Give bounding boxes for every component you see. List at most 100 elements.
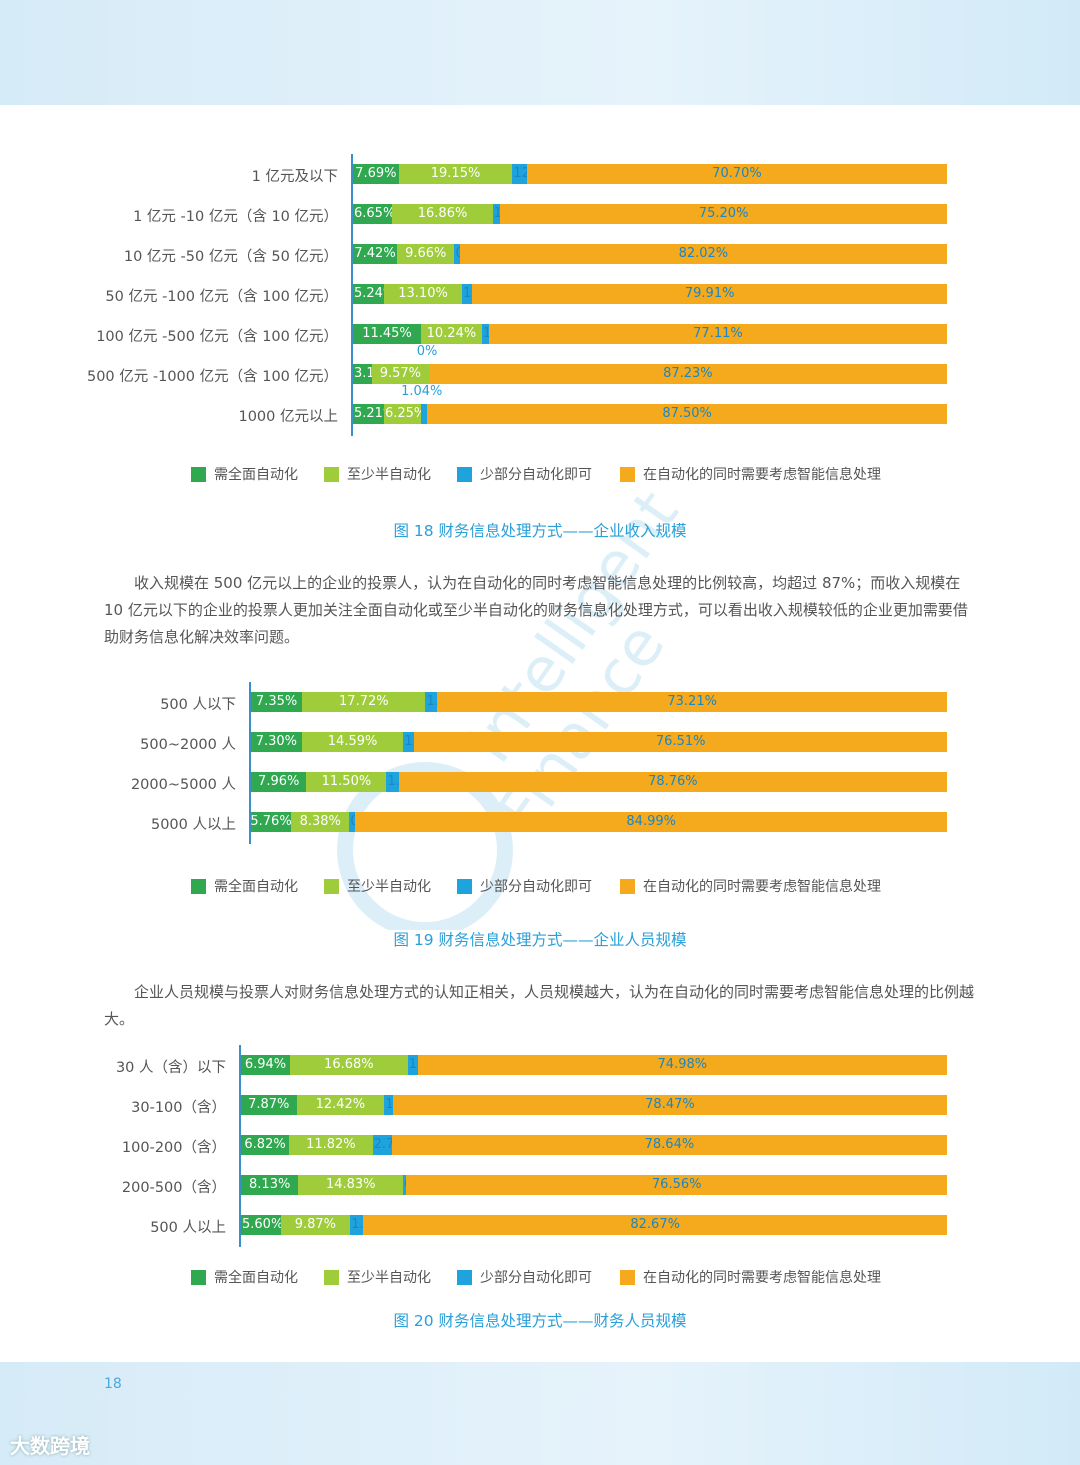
data-label: 7.35% — [255, 694, 298, 709]
category-label: 500~2000 人 — [140, 737, 236, 753]
data-label: 16.68% — [324, 1057, 374, 1072]
bar-segment: 1.75% — [461, 284, 504, 304]
chart-axis-line — [239, 1045, 241, 1247]
bar-segment: 76.56% — [406, 1175, 947, 1195]
bar-segment: 3.19% — [353, 364, 395, 384]
bar-segment: 73.21% — [437, 692, 947, 712]
legend-item-partial-automation: 少部分自动化即可 — [457, 876, 592, 896]
legend-item-semi-automation: 至少半自动化 — [324, 876, 431, 896]
page-number: 18 — [104, 1376, 122, 1392]
stacked-bar: 7.87% 12.42% 1.24% 78.47% — [241, 1095, 947, 1115]
bar-segment: 87.50% — [427, 404, 947, 424]
stacked-bar: 8.13%14.83%0.48%76.56% — [241, 1175, 947, 1195]
data-label: 7.87% — [248, 1097, 290, 1112]
data-label: 12.42% — [315, 1097, 366, 1112]
bar-segment: 2.73% — [372, 1135, 415, 1155]
legend-item-partial-automation: 少部分自动化即可 — [457, 1267, 592, 1287]
bar-segment: 9.87% — [280, 1215, 351, 1235]
legend-label: 少部分自动化即可 — [480, 879, 592, 895]
legend-label: 在自动化的同时需要考虑智能信息处理 — [643, 1270, 881, 1286]
swatch-partial — [457, 878, 472, 894]
stacked-bar: 7.30% 14.59% 1.60% 76.51% — [251, 732, 947, 752]
swatch-smart — [620, 1269, 635, 1285]
stacked-bar: 5.21% 6.25% 1.04% 87.50% — [353, 384, 947, 424]
legend-label: 至少半自动化 — [347, 1270, 431, 1286]
legend-fig18: 需全面自动化 至少半自动化 少部分自动化即可 在自动化的同时需要考虑智能信息处理 — [191, 464, 911, 483]
bar-segment: 14.83% — [298, 1175, 404, 1195]
data-label: 11.50% — [321, 774, 372, 789]
data-label: 8.13% — [249, 1177, 291, 1192]
category-label: 1 亿元 -10 亿元（含 10 亿元） — [133, 209, 338, 225]
bar-segment: 16.86% — [392, 204, 493, 224]
data-label: 9.66% — [405, 246, 447, 261]
legend-label: 需全面自动化 — [214, 879, 298, 895]
data-label: 87.23% — [663, 366, 713, 381]
stacked-bar: 6.82% 11.82% 2.73% 78.64% — [241, 1135, 947, 1155]
stacked-bar: 5.76%8.38%0.87%84.99% — [250, 812, 947, 832]
figure-caption-19: 图 19 财务信息处理方式——企业人员规模 — [393, 931, 687, 949]
figure-caption-20: 图 20 财务信息处理方式——财务人员规模 — [393, 1312, 687, 1330]
bar-segment: 1.30% — [492, 204, 535, 224]
data-label: 87.50% — [662, 406, 712, 421]
swatch-full — [191, 1269, 206, 1285]
data-label: 6.82% — [244, 1137, 286, 1152]
bar-segment: 1.87% — [350, 1215, 393, 1235]
data-label: 8.38% — [299, 814, 341, 829]
bar-segment: 1.20% — [481, 324, 524, 344]
bar-segment: 78.47% — [392, 1095, 947, 1115]
data-label: 13.10% — [398, 286, 448, 301]
legend-label: 需全面自动化 — [214, 467, 298, 483]
swatch-semi — [324, 878, 339, 894]
bar-segment: 8.38% — [291, 812, 350, 832]
data-label: 9.57% — [379, 366, 422, 381]
data-label: 11.82% — [306, 1137, 356, 1152]
bar-segment: 74.98% — [417, 1055, 947, 1075]
bar-segment: 7.69% — [353, 164, 399, 184]
stacked-bar: 7.42%9.66%0.90%82.02% — [353, 244, 947, 264]
stacked-bar: 6.65% 16.86% 1.30% 75.20% — [353, 204, 947, 224]
legend-label: 至少半自动化 — [347, 879, 431, 895]
bar-segment: 7.87% — [241, 1095, 297, 1115]
stacked-bar: 7.96% 11.50% 1.77% 78.76% — [251, 772, 947, 792]
legend-label: 少部分自动化即可 — [480, 467, 592, 483]
bar-segment: 8.13% — [241, 1175, 299, 1195]
bar-segment: 14.59% — [301, 732, 404, 752]
stacked-bar: 6.94% 16.68% 1.41% 74.98% — [241, 1055, 947, 1075]
swatch-smart — [620, 878, 635, 894]
swatch-full — [191, 466, 206, 482]
bar-segment: 6.65% — [353, 204, 395, 224]
bar-segment: 17.72% — [302, 692, 426, 712]
bar-segment: 7.42% — [353, 244, 398, 264]
chart-axis-line — [351, 154, 353, 436]
category-label: 30 人（含）以下 — [115, 1060, 226, 1076]
bar-segment: 7.96% — [251, 772, 307, 792]
category-label: 500 人以下 — [160, 697, 236, 713]
category-label: 500 亿元 -1000 亿元（含 100 亿元） — [86, 369, 338, 385]
bar-segment: 12.45% — [512, 164, 563, 184]
category-label: 100-200（含） — [121, 1140, 226, 1156]
paragraph-staff: 企业人员规模与投票人对财务信息处理方式的认知正相关，人员规模越大，认为在自动化的… — [104, 983, 975, 1028]
category-label: 200-500（含） — [121, 1180, 226, 1196]
bar-segment: 5.60% — [241, 1215, 283, 1235]
data-label: 76.56% — [651, 1177, 702, 1192]
bar-segment: 7.30% — [251, 732, 302, 752]
data-label: 7.69% — [355, 166, 397, 181]
legend-item-smart-processing: 在自动化的同时需要考虑智能信息处理 — [620, 876, 881, 896]
data-label: 11.45% — [362, 326, 412, 341]
bar-segment: 5.24% — [353, 284, 395, 304]
swatch-semi — [324, 466, 339, 482]
data-label: 70.70% — [712, 166, 762, 181]
data-label: 73.21% — [667, 694, 717, 709]
bar-segment: 87.23% — [428, 364, 947, 384]
chart-axis-line — [249, 682, 251, 844]
bar-segment: 1.41% — [407, 1055, 450, 1075]
footer-band — [0, 1362, 1080, 1465]
data-label-above: 1.04% — [401, 384, 443, 399]
data-label: 17.72% — [339, 694, 389, 709]
chart-finance-staff-scale — [0, 0, 1080, 1]
data-label-above: 0% — [416, 344, 438, 359]
bar-segment: 5.76% — [250, 812, 292, 832]
bar-segment: 1.77% — [386, 772, 429, 792]
data-label: 14.59% — [327, 734, 378, 749]
bar-segment: 6.82% — [241, 1135, 290, 1155]
